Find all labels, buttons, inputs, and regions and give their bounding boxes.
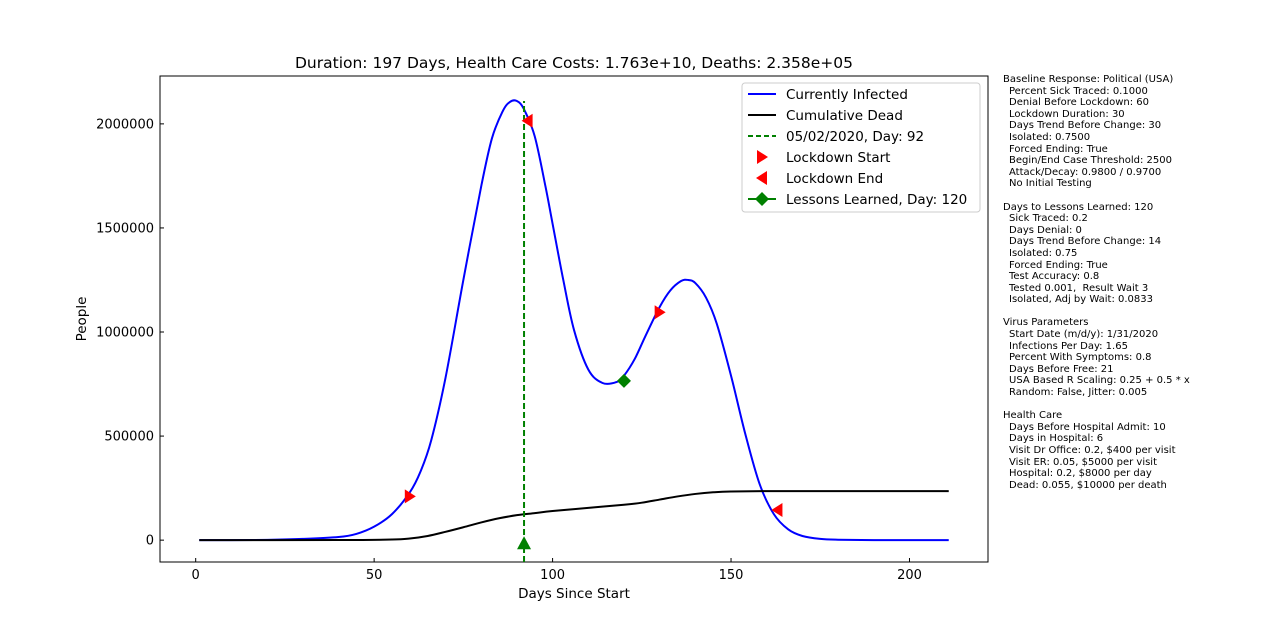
y-tick-label: 0 [146, 534, 154, 549]
parameters-panel: Baseline Response: Political (USA) Percen… [1003, 74, 1273, 491]
series-line-cumulative-dead [199, 490, 949, 542]
parameter-line: Forced Ending: True [1009, 259, 1108, 271]
parameter-spacer [1003, 399, 1273, 411]
chart-title: Duration: 197 Days, Health Care Costs: 1… [295, 54, 853, 72]
parameter-line: Days Trend Before Change: 14 [1009, 236, 1162, 248]
parameter-line: Random: False, Jitter: 0.005 [1009, 387, 1148, 399]
parameter-line: Days to Lessons Learned: 120 [1003, 201, 1154, 213]
parameter-line: Percent With Symptoms: 0.8 [1009, 352, 1152, 364]
y-axis-label: People [74, 297, 90, 342]
parameter-line: Days in Hospital: 6 [1009, 433, 1104, 445]
plot-frame [159, 75, 989, 563]
y-tick-label: 2000000 [96, 117, 154, 132]
lockdown-end-marker [771, 502, 783, 517]
parameter-line: Isolated, Adj by Wait: 0.0833 [1009, 294, 1153, 306]
legend-label: Lockdown Start [786, 150, 890, 166]
parameter-line: Sick Traced: 0.2 [1009, 213, 1088, 225]
parameter-line: Days Trend Before Change: 30 [1009, 120, 1162, 132]
lessons-learned-day-marker [517, 536, 532, 550]
y-tick-label: 1000000 [96, 326, 154, 341]
lockdown-end-marker [521, 113, 533, 128]
lockdown-start-marker [404, 489, 416, 504]
parameter-line: Test Accuracy: 0.8 [1009, 271, 1100, 283]
parameter-line: Start Date (m/d/y): 1/31/2020 [1009, 329, 1159, 341]
y-tick-label: 1500000 [96, 221, 154, 236]
parameter-line: Tested 0.001, Result Wait 3 [1009, 282, 1149, 294]
y-tick-label: 500000 [104, 430, 154, 445]
series-line-currently-infected [199, 99, 949, 542]
x-tick-label: 200 [897, 568, 922, 583]
parameter-line: USA Based R Scaling: 0.25 + 0.5 * x [1009, 375, 1190, 387]
legend-box [741, 82, 981, 213]
parameter-line: Isolated: 0.7500 [1009, 131, 1091, 143]
x-tick-label: 50 [366, 568, 383, 583]
x-tick-label: 100 [540, 568, 565, 583]
parameter-line: No Initial Testing [1009, 178, 1092, 190]
legend-label: Cumulative Dead [786, 108, 903, 124]
parameter-spacer [1003, 306, 1273, 318]
legend-label: Currently Infected [786, 87, 908, 103]
parameter-line: Hospital: 0.2, $8000 per day [1009, 468, 1152, 480]
x-tick-label: 150 [719, 568, 744, 583]
legend-swatch [756, 171, 767, 185]
legend-swatch [755, 192, 769, 206]
x-axis-label: Days Since Start [518, 586, 630, 602]
legend-swatch [757, 150, 768, 164]
parameter-line: Baseline Response: Political (USA) [1003, 74, 1174, 85]
parameter-line: Lockdown Duration: 30 [1009, 108, 1125, 120]
parameter-line: Visit Dr Office: 0.2, $400 per visit [1009, 445, 1176, 456]
parameter-line: Denial Before Lockdown: 60 [1009, 97, 1149, 109]
legend-label: Lessons Learned, Day: 120 [786, 192, 967, 208]
parameter-line: Days Before Hospital Admit: 10 [1009, 421, 1166, 433]
parameter-line: Begin/End Case Threshold: 2500 [1009, 155, 1172, 167]
parameter-line: Attack/Decay: 0.9800 / 0.9700 [1009, 166, 1162, 178]
parameter-spacer [1003, 190, 1273, 202]
lockdown-start-marker [654, 305, 666, 320]
parameter-line: Days Before Free: 21 [1009, 363, 1114, 375]
parameter-line: Visit ER: 0.05, $5000 per visit [1009, 456, 1158, 468]
parameter-line: Health Care [1003, 410, 1063, 422]
parameter-line: Dead: 0.055, $10000 per death [1009, 479, 1167, 491]
parameter-line: Infections Per Day: 1.65 [1009, 340, 1128, 352]
parameter-line: Percent Sick Traced: 0.1000 [1009, 85, 1148, 97]
legend-label: 05/02/2020, Day: 92 [786, 129, 924, 145]
parameter-line: Virus Parameters [1003, 317, 1089, 329]
lessons-learned-marker [616, 373, 631, 388]
parameter-line: Days Denial: 0 [1009, 224, 1082, 236]
legend-label: Lockdown End [786, 171, 883, 187]
parameter-line: Forced Ending: True [1009, 143, 1108, 155]
x-tick-label: 0 [192, 568, 200, 583]
parameter-line: Isolated: 0.75 [1009, 247, 1078, 259]
